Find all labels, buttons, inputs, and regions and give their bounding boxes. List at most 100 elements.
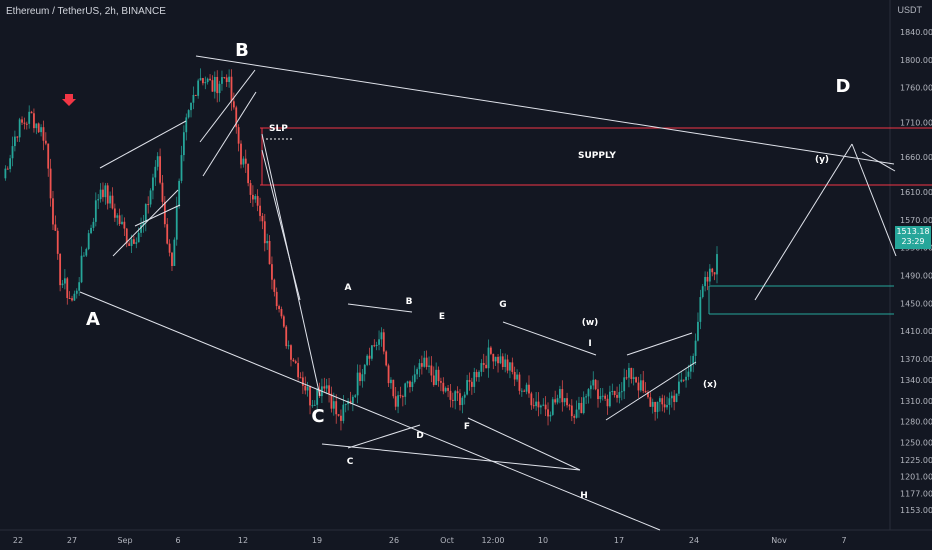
candle-body (585, 396, 587, 398)
candle-body (635, 377, 637, 383)
candle-body (168, 243, 171, 253)
candle-body (349, 400, 352, 404)
candle-body (449, 390, 452, 400)
candle-body (85, 249, 88, 256)
candle-body (213, 76, 216, 92)
candle-body (673, 395, 676, 402)
candle-body (628, 367, 630, 378)
candle-body (340, 415, 342, 421)
candle-body (159, 156, 161, 183)
candle-body (111, 195, 114, 209)
candle-body (40, 127, 42, 133)
candle-body (106, 185, 109, 204)
candle-body (280, 309, 283, 317)
candle-body (228, 76, 230, 83)
candle-body (480, 363, 483, 372)
y-tick-label: 1310.00 (900, 397, 932, 406)
candle-body (504, 359, 507, 368)
wave-label: B (406, 297, 413, 307)
y-tick-label: 1370.00 (900, 355, 932, 364)
candle-body (708, 268, 711, 282)
candle-body (328, 385, 330, 394)
trend-line (202, 91, 257, 177)
candle-body (237, 127, 240, 144)
candle-body (399, 395, 402, 397)
candle-body (411, 381, 414, 388)
supply-label: SUPPLY (578, 151, 616, 161)
wave-label: D (836, 76, 851, 97)
x-tick-label: 6 (175, 536, 180, 545)
candle-body (542, 404, 545, 406)
candle-body (375, 344, 378, 346)
candle-body (313, 404, 316, 406)
x-tick-label: Nov (771, 536, 787, 545)
candle-body (609, 391, 611, 407)
candle-body (482, 363, 485, 365)
candle-body (59, 253, 62, 286)
candle-body (344, 404, 347, 406)
candles (4, 68, 718, 431)
candle-body (249, 183, 252, 195)
candle-body (382, 332, 385, 352)
candle-body (516, 374, 518, 380)
candle-body (387, 365, 390, 384)
candle-body (135, 242, 138, 244)
candle-body (242, 158, 245, 165)
y-axis: 1840.00 1800.00 1760.00 1710.00 1660.00 1610.… (900, 28, 932, 515)
x-tick-label: 10 (538, 536, 548, 545)
candle-body (263, 221, 266, 244)
candle-body (11, 146, 14, 159)
candle-body (14, 136, 16, 147)
candle-body (144, 204, 147, 222)
candle-body (285, 326, 288, 347)
x-axis: 22 27 Sep 6 12 19 26 Oct 12:00 10 17 24 Nov 7 (13, 536, 847, 545)
candle-body (23, 122, 26, 124)
wave-label: G (499, 300, 506, 310)
y-tick-label: 1250.00 (900, 439, 932, 448)
candle-body (175, 206, 178, 240)
candle-body (475, 371, 478, 378)
candle-body (259, 205, 261, 216)
candle-body (130, 239, 133, 246)
candle-body (309, 386, 311, 406)
candle-body (428, 365, 430, 367)
candle-body (21, 119, 23, 123)
x-tick-label: 26 (389, 536, 399, 545)
candle-body (390, 379, 392, 384)
y-tick-label: 1201.00 (900, 473, 932, 482)
candle-body (61, 283, 64, 286)
candle-body (97, 199, 100, 201)
y-tick-label: 1800.00 (900, 56, 932, 65)
candle-body (509, 362, 511, 371)
candle-body (413, 374, 416, 382)
candle-body (256, 196, 259, 206)
candle-body (37, 123, 40, 133)
candle-body (644, 390, 647, 393)
candle-body (687, 371, 690, 377)
candle-body (463, 394, 466, 398)
candle-body (80, 255, 83, 283)
candle-body (216, 76, 219, 94)
candle-body (54, 224, 57, 231)
wave-label: B (235, 40, 249, 61)
candle-body (385, 351, 388, 366)
candle-body (337, 414, 340, 416)
candle-body (513, 371, 516, 380)
candle-body (430, 365, 433, 376)
candle-body (311, 405, 314, 407)
candle-body (225, 77, 228, 83)
y-tick-label: 1280.00 (900, 418, 932, 427)
candle-body (128, 243, 131, 246)
candle-body (535, 401, 538, 407)
candle-body (499, 356, 502, 364)
candle-body (573, 416, 576, 418)
x-tick-label: 12 (238, 536, 248, 545)
candle-body (290, 345, 292, 360)
candle-body (359, 372, 361, 382)
candle-body (551, 399, 554, 415)
candle-body (373, 345, 376, 347)
candle-body (33, 113, 35, 129)
candle-body (66, 278, 69, 298)
candle-body (485, 364, 488, 369)
